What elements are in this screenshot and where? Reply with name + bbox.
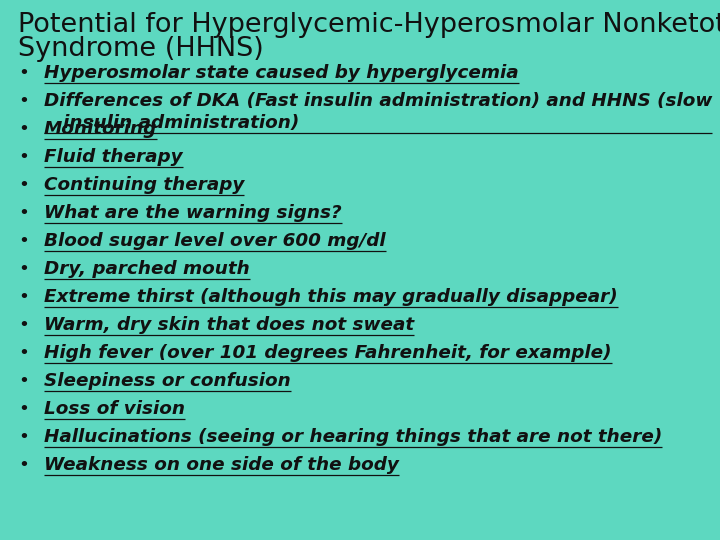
Text: •: • <box>18 344 29 362</box>
Text: Extreme thirst (although this may gradually disappear): Extreme thirst (although this may gradua… <box>44 288 618 306</box>
Text: Differences of DKA (Fast insulin administration) and HHNS (slow
   insulin admin: Differences of DKA (Fast insulin adminis… <box>44 92 712 132</box>
Text: •: • <box>18 400 29 418</box>
Text: Fluid therapy: Fluid therapy <box>44 148 183 166</box>
Text: Blood sugar level over 600 mg/dl: Blood sugar level over 600 mg/dl <box>44 232 386 250</box>
Text: Hallucinations (seeing or hearing things that are not there): Hallucinations (seeing or hearing things… <box>44 428 662 446</box>
Text: •: • <box>18 260 29 278</box>
Text: •: • <box>18 372 29 390</box>
Text: Potential for Hyperglycemic-Hyperosmolar Nonketotic: Potential for Hyperglycemic-Hyperosmolar… <box>18 12 720 38</box>
Text: •: • <box>18 316 29 334</box>
Text: Loss of vision: Loss of vision <box>44 400 185 418</box>
Text: Warm, dry skin that does not sweat: Warm, dry skin that does not sweat <box>44 316 414 334</box>
Text: Continuing therapy: Continuing therapy <box>44 176 244 194</box>
Text: Hyperosmolar state caused by hyperglycemia: Hyperosmolar state caused by hyperglycem… <box>44 64 518 82</box>
Text: •: • <box>18 120 29 138</box>
Text: Monitoring: Monitoring <box>44 120 157 138</box>
Text: •: • <box>18 456 29 474</box>
Text: •: • <box>18 92 29 110</box>
Text: High fever (over 101 degrees Fahrenheit, for example): High fever (over 101 degrees Fahrenheit,… <box>44 344 611 362</box>
Text: •: • <box>18 64 29 82</box>
Text: What are the warning signs?: What are the warning signs? <box>44 204 341 222</box>
Text: •: • <box>18 204 29 222</box>
Text: •: • <box>18 148 29 166</box>
Text: •: • <box>18 428 29 446</box>
Text: Sleepiness or confusion: Sleepiness or confusion <box>44 372 291 390</box>
Text: Dry, parched mouth: Dry, parched mouth <box>44 260 250 278</box>
Text: •: • <box>18 176 29 194</box>
Text: •: • <box>18 232 29 250</box>
Text: Syndrome (HHNS): Syndrome (HHNS) <box>18 36 264 62</box>
Text: Weakness on one side of the body: Weakness on one side of the body <box>44 456 399 474</box>
Text: •: • <box>18 288 29 306</box>
